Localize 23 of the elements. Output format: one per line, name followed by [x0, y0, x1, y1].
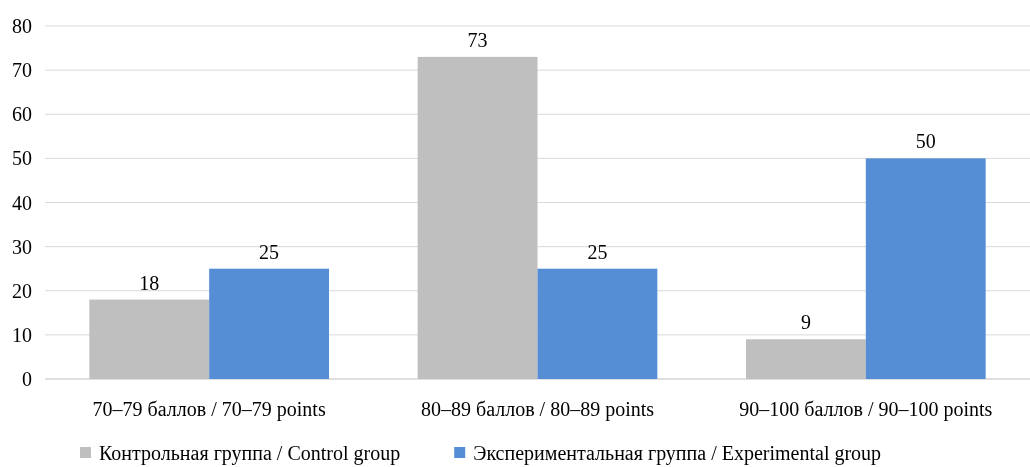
y-tick-label: 30: [12, 235, 32, 258]
legend-label: Экспериментальная группа / Experimental group: [473, 442, 882, 465]
bar: [209, 268, 330, 379]
data-label: 73: [467, 28, 488, 51]
bar: [865, 158, 986, 379]
data-label: 9: [800, 311, 811, 334]
y-tick-label: 50: [12, 147, 32, 170]
bar: [537, 268, 658, 379]
legend-label: Контрольная группа / Control group: [99, 442, 401, 465]
x-tick-label: 80–89 баллов / 80–89 points: [420, 398, 655, 421]
y-tick-label: 60: [12, 103, 32, 126]
y-tick-label: 80: [12, 15, 32, 37]
data-label: 25: [259, 240, 280, 263]
x-tick-label: 90–100 баллов / 90–100 points: [739, 398, 993, 421]
y-tick-label: 0: [22, 368, 32, 390]
y-tick-label: 10: [12, 323, 32, 346]
x-tick-label: 70–79 баллов / 70–79 points: [92, 398, 326, 421]
y-tick-label: 70: [12, 59, 32, 82]
data-label: 18: [139, 271, 160, 294]
data-label: 50: [915, 130, 936, 153]
y-tick-label: 40: [12, 191, 32, 214]
data-label: 25: [587, 240, 608, 263]
y-tick-label: 20: [12, 279, 32, 302]
